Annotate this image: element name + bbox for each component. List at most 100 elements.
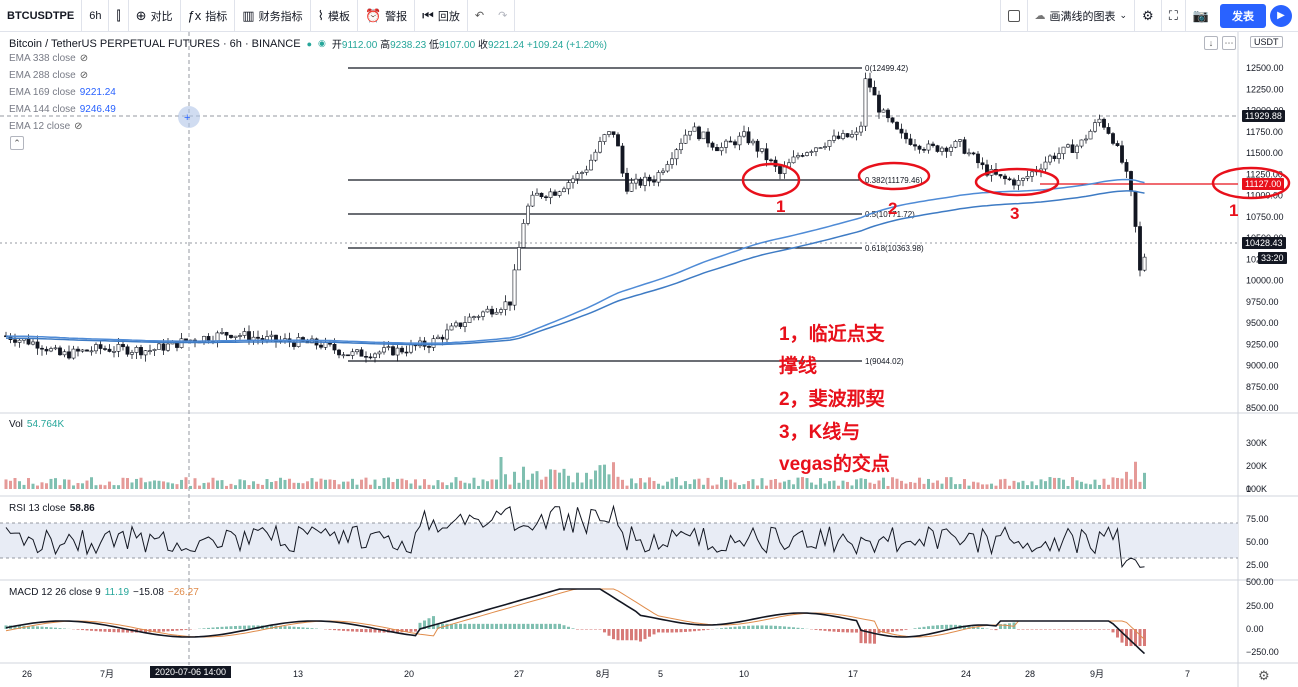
volume-bar [873,483,876,489]
candle-body [1016,180,1021,186]
ema-legend-item[interactable]: EMA 338 close ⊘ [9,53,88,64]
ema-legend-item[interactable]: EMA 144 close 9246.49 [9,104,116,115]
candle-body [143,350,148,356]
macd-histogram-bar [283,626,287,629]
candle-body [499,309,503,313]
publish-button[interactable]: 发表 [1220,3,1266,28]
macd-histogram-bar [558,623,561,629]
redo-button[interactable]: ↷ [491,0,516,32]
fullscreen-button[interactable]: ⛶ [1160,0,1185,32]
volume-bar [1062,479,1065,489]
candle-body [13,339,17,343]
volume-bar [360,479,363,489]
chart-canvas[interactable]: 12500.0012250.0012000.0011750.0011500.00… [0,32,1298,687]
interval-button[interactable]: 6h [82,0,110,32]
macd-histogram-bar [418,622,422,629]
volume-bar [607,474,611,489]
volume-bar [531,473,534,489]
volume-bar [544,476,548,489]
candle-body [715,147,719,152]
undo-button[interactable]: ↶ [468,0,491,32]
crosshair-plus-icon: + [184,112,190,124]
volume-bar [463,482,467,489]
eye-hidden-icon[interactable]: ⊘ [79,53,89,64]
price-axis-label: 10000.00 [1246,276,1284,286]
macd-histogram-bar [27,625,30,629]
collapse-legend-button[interactable]: ⌃ [10,136,24,150]
time-axis-label: 10 [739,669,749,679]
macd-histogram-bar [783,626,786,629]
menu-button[interactable]: ⋯ [1222,36,1236,50]
macd-histogram-bar [490,623,494,629]
macd-histogram-bar [742,626,746,629]
macd-histogram-bar [247,625,251,629]
volume-bar [733,482,737,489]
time-axis-label: 7月 [100,669,114,679]
currency-badge[interactable]: USDT [1250,36,1283,48]
toolbar-button-candles[interactable]: ⫿ [109,0,129,32]
toolbar-button-compare[interactable]: ⊕ 对比 [129,0,181,32]
volume-bar [580,482,584,489]
macd-histogram-bar [630,629,633,641]
candle-body [346,354,350,357]
ema-legend-item[interactable]: EMA 12 close ⊘ [9,121,83,132]
candle-body [841,133,845,139]
volume-bar [666,481,669,489]
fib-level-label: 0.5(10771.72) [865,210,915,219]
candle-body [607,131,611,135]
toolbar-button-replay[interactable]: ⏮ 回放 [415,0,468,32]
volume-bar [189,485,192,489]
candle-body [598,141,602,153]
axis-settings-button[interactable]: ⚙ [1258,668,1270,684]
volume-bar [117,485,120,489]
volume-bar [4,479,8,489]
settings-button[interactable]: ⚙ [1134,0,1161,32]
macd-histogram-bar [1048,629,1052,630]
candle-body [1138,226,1142,271]
macd-histogram-bar [18,625,21,629]
macd-histogram-bar [391,629,395,633]
candle-body [508,301,512,306]
scroll-down-button[interactable]: ↓ [1204,36,1218,50]
play-button[interactable]: ▶ [1270,4,1292,27]
layout-select[interactable]: ☁ 画满线的图表 ⌄ [1026,0,1135,32]
price-axis-label: 11750.00 [1246,127,1283,137]
snapshot-button[interactable]: 📷 [1184,0,1216,32]
eye-hidden-icon[interactable]: ⊘ [79,70,89,81]
eye-hidden-icon[interactable]: ⊘ [74,121,83,132]
volume-bar [1080,481,1083,489]
macd-histogram-bar [454,623,458,629]
volume-bar [499,457,503,489]
highlight-ellipse [974,167,1060,197]
toolbar-button-financials[interactable]: ▥ 财务指标 [235,0,311,32]
candle-body [827,140,832,147]
macd-histogram-bar [1075,629,1079,630]
macd-histogram-bar [670,629,674,633]
layout-checkbox[interactable] [999,0,1027,32]
macd-histogram-bar [504,623,507,629]
volume-bar [409,483,413,489]
highlight-ellipse [741,162,801,198]
macd-histogram-bar [976,627,980,629]
volume-bar [828,481,831,489]
toolbar-button-template[interactable]: ⌇ 模板 [311,0,358,32]
volume-bar [27,478,30,489]
macd-histogram-bar [616,629,620,641]
volume-bar [319,478,323,489]
ema-legend-item[interactable]: EMA 288 close ⊘ [9,70,88,81]
volume-bar [459,480,462,489]
toolbar-button-alert[interactable]: ⏰ 警报 [358,0,416,32]
candle-body [625,172,629,192]
symbol-search-button[interactable]: BTCUSDTPE [0,0,83,32]
macd-histogram-bar [841,629,845,633]
macd-histogram-bar [513,623,516,629]
candle-body [116,344,121,352]
volume-bar [283,479,287,489]
macd-histogram-bar [342,629,345,631]
ema-legend-item[interactable]: EMA 169 close 9221.24 [9,87,116,98]
toolbar-button-indicator[interactable]: ƒx 指标 [181,0,236,32]
candle-body [1079,139,1084,147]
candles-icon: ⫿ [116,7,121,23]
candle-body [1093,122,1097,132]
volume-bar [49,478,53,489]
